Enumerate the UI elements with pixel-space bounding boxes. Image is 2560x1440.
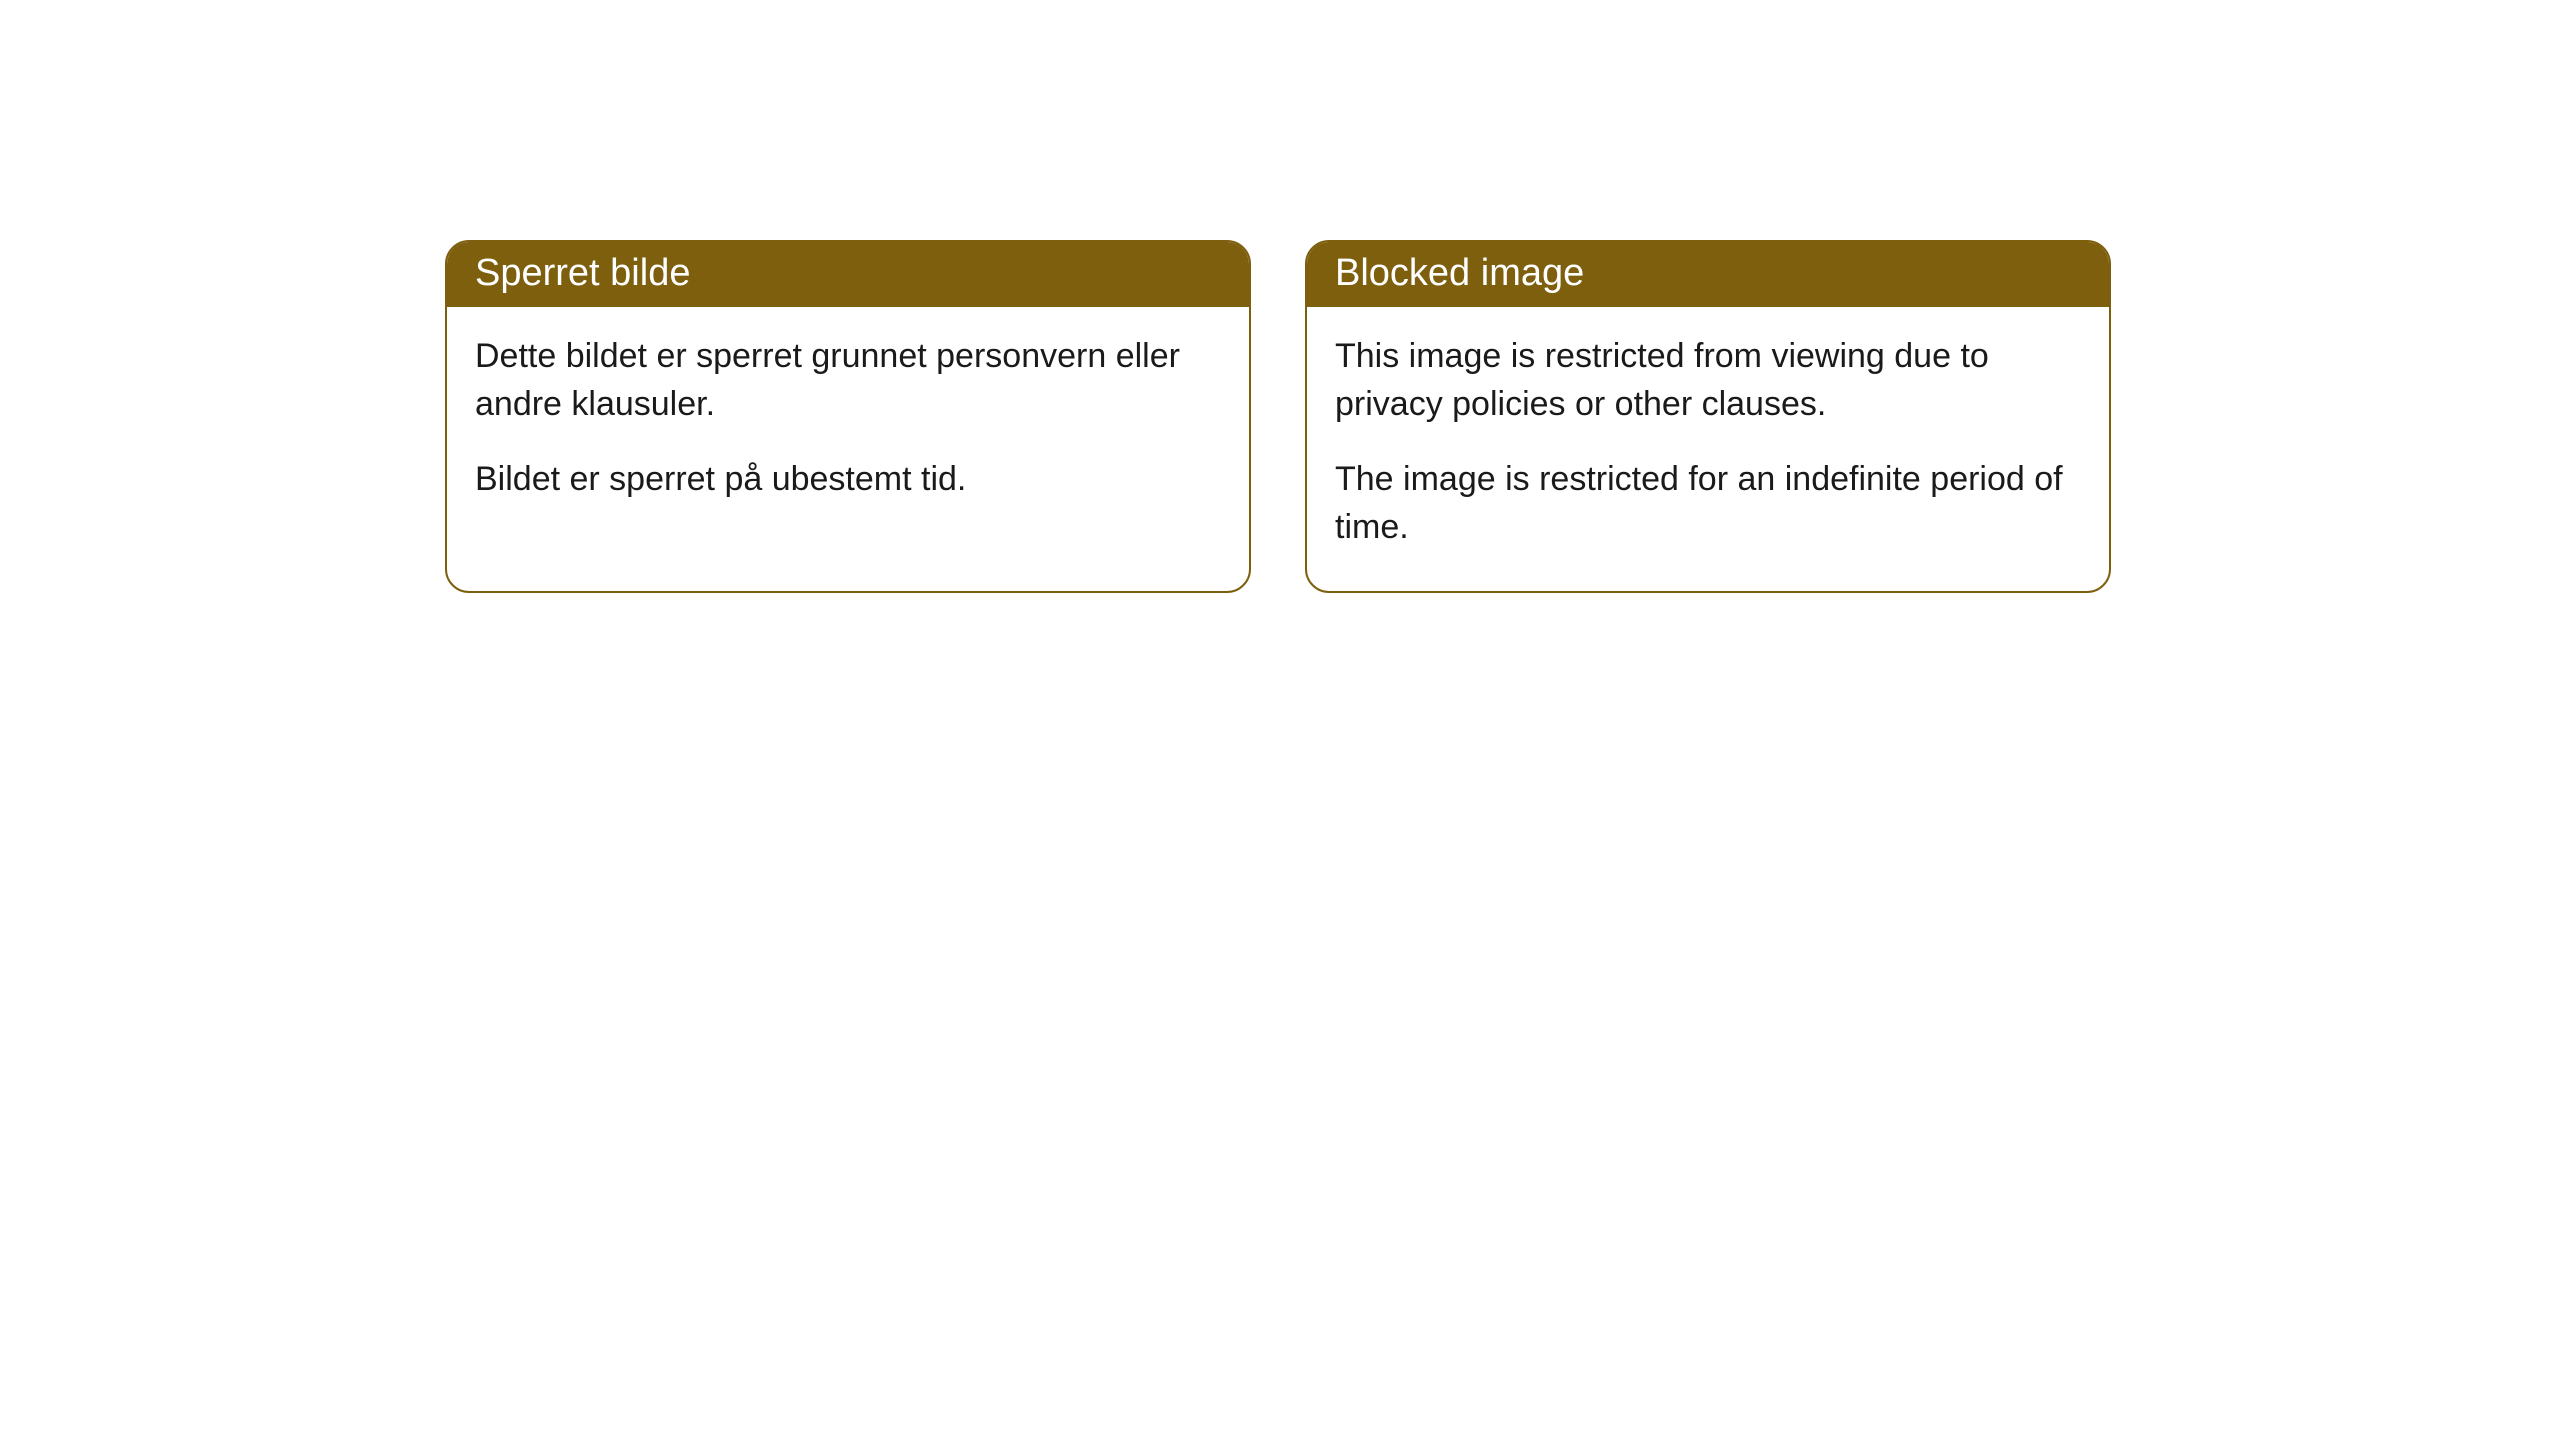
card-body: Dette bildet er sperret grunnet personve…: [447, 307, 1249, 544]
card-paragraph: Dette bildet er sperret grunnet personve…: [475, 333, 1221, 428]
card-paragraph: The image is restricted for an indefinit…: [1335, 456, 2081, 551]
card-header: Blocked image: [1307, 242, 2109, 307]
card-paragraph: Bildet er sperret på ubestemt tid.: [475, 456, 1221, 504]
notice-cards-container: Sperret bilde Dette bildet er sperret gr…: [445, 240, 2111, 593]
notice-card-english: Blocked image This image is restricted f…: [1305, 240, 2111, 593]
notice-card-norwegian: Sperret bilde Dette bildet er sperret gr…: [445, 240, 1251, 593]
card-body: This image is restricted from viewing du…: [1307, 307, 2109, 591]
card-paragraph: This image is restricted from viewing du…: [1335, 333, 2081, 428]
card-header: Sperret bilde: [447, 242, 1249, 307]
